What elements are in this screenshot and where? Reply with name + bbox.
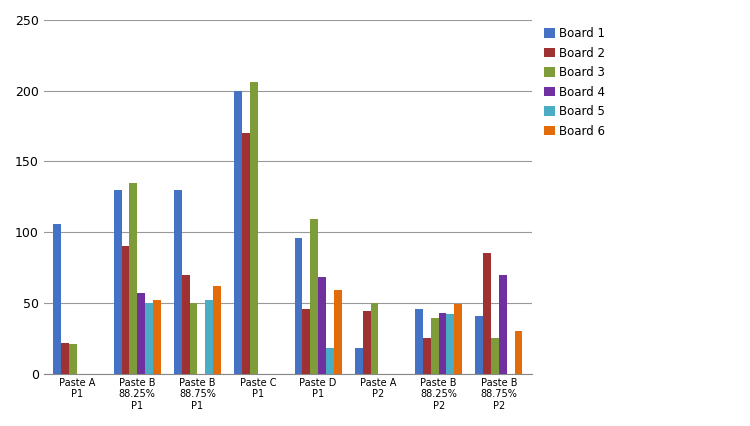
Bar (439, 313, 446, 374)
Bar (483, 253, 491, 374)
Bar (53, 224, 62, 374)
Bar (499, 275, 507, 374)
Bar (430, 319, 439, 374)
Bar (182, 275, 190, 374)
Bar (234, 91, 242, 374)
Bar (145, 303, 153, 374)
Bar (446, 314, 454, 374)
Bar (174, 190, 182, 374)
Bar (370, 303, 378, 374)
Bar (318, 277, 326, 374)
Bar (514, 331, 523, 374)
Bar (250, 82, 258, 374)
Bar (62, 343, 69, 374)
Bar (423, 338, 430, 374)
Bar (206, 300, 213, 374)
Bar (190, 303, 197, 374)
Bar (302, 308, 310, 374)
Bar (137, 293, 145, 374)
Bar (363, 311, 370, 374)
Bar (355, 348, 363, 374)
Bar (114, 190, 122, 374)
Bar (153, 300, 160, 374)
Bar (491, 338, 499, 374)
Legend: Board 1, Board 2, Board 3, Board 4, Board 5, Board 6: Board 1, Board 2, Board 3, Board 4, Boar… (543, 26, 607, 139)
Bar (213, 286, 221, 374)
Bar (295, 238, 302, 374)
Bar (122, 246, 129, 374)
Bar (476, 316, 483, 374)
Bar (69, 344, 77, 374)
Bar (326, 348, 334, 374)
Bar (310, 219, 318, 374)
Bar (242, 133, 250, 374)
Bar (334, 290, 341, 374)
Bar (415, 308, 423, 374)
Bar (454, 304, 462, 374)
Bar (129, 183, 137, 374)
